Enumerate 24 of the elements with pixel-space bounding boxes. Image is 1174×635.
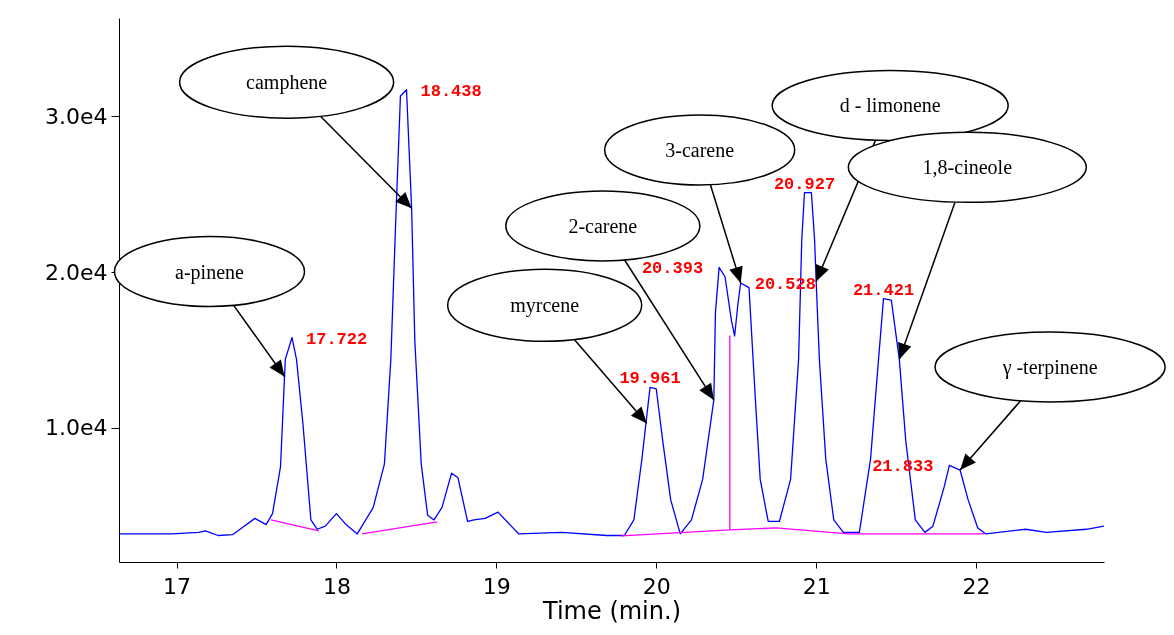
- annotation: 18.438: [420, 81, 482, 101]
- annotation: 3-carene: [665, 138, 735, 161]
- annotation: camphene: [246, 71, 328, 95]
- annotation: 21.421: [852, 280, 915, 300]
- annotation: 17.722: [306, 329, 368, 349]
- annotation: myrcene: [510, 294, 580, 318]
- annotation: 1,8-cineole: [922, 156, 1013, 179]
- y-tick-label: 3.0e4: [44, 103, 108, 129]
- annotation: γ -terpinene: [1001, 356, 1098, 380]
- annotation: 20.393: [641, 259, 704, 279]
- annotation: 2-carene: [568, 214, 638, 237]
- annotation: a-pinene: [175, 260, 245, 284]
- y-tick-label: 2.0e4: [44, 259, 108, 285]
- x-tick-label: 21: [802, 573, 831, 599]
- y-tick-label: 1.0e4: [44, 415, 108, 441]
- annotation: d - limonene: [839, 94, 941, 117]
- x-tick-label: 18: [322, 573, 351, 599]
- x-tick-label: 20: [642, 573, 671, 599]
- annotation: 20.927: [773, 174, 836, 194]
- x-tick-label: 22: [962, 573, 991, 599]
- x-axis-title: Time (min.): [542, 596, 681, 625]
- x-tick-label: 17: [163, 573, 192, 599]
- x-tick-label: 19: [482, 573, 511, 599]
- annotation: 19.961: [619, 369, 681, 389]
